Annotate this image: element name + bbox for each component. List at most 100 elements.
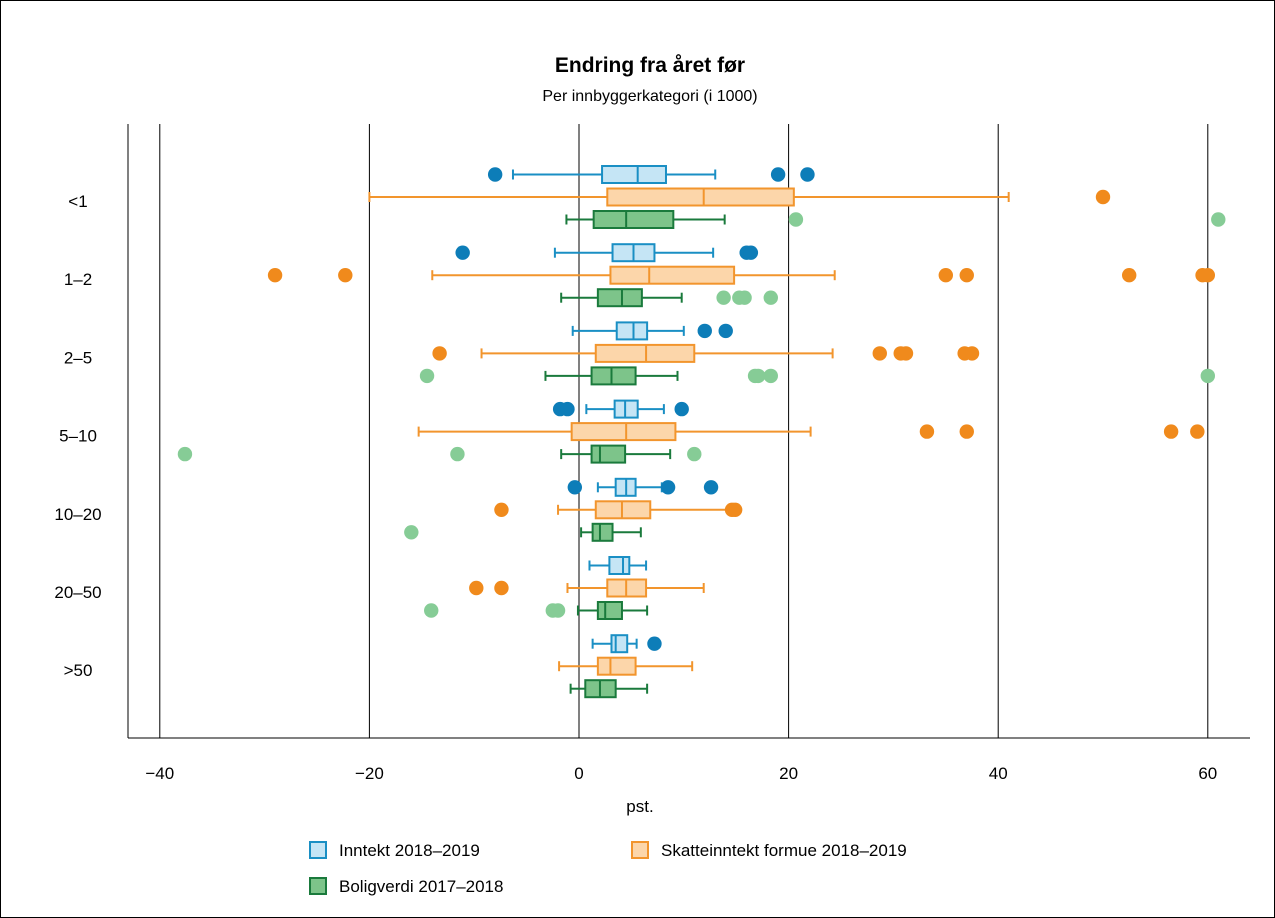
box-group: [588, 556, 648, 575]
box-group: [404, 522, 642, 542]
box-iqr: [594, 343, 696, 363]
outlier-point: [1190, 424, 1205, 439]
x-axis-title: pst.: [626, 797, 653, 816]
outlier-point: [898, 346, 914, 361]
outlier-point: [432, 346, 447, 361]
box-iqr: [601, 165, 667, 184]
outlier-point: [1163, 424, 1179, 439]
outlier-point: [674, 401, 689, 417]
outlier-point: [338, 268, 353, 283]
outlier-point: [1122, 268, 1137, 283]
box-group: [177, 444, 702, 464]
box-group: [487, 165, 815, 184]
box-group: [560, 288, 778, 308]
outlier-point: [959, 424, 974, 439]
box-iqr: [610, 634, 629, 654]
outlier-point: [718, 323, 733, 339]
box-iqr: [590, 444, 627, 464]
box-group: [455, 243, 759, 263]
box-group: [494, 500, 743, 520]
x-tick-label: 40: [989, 764, 1008, 783]
outlier-point: [727, 502, 743, 517]
outlier-point: [770, 167, 786, 182]
x-tick-label: 20: [779, 764, 798, 783]
outlier-point: [703, 480, 719, 495]
box-iqr: [594, 500, 652, 520]
y-category-label: 2–5: [64, 348, 92, 367]
box-iqr: [596, 288, 643, 308]
legend-label: Skatteinntekt formue 2018–2019: [661, 841, 907, 860]
y-category-label: 10–20: [54, 505, 101, 524]
outlier-point: [647, 636, 662, 651]
legend-swatch: [309, 841, 327, 859]
legend-label: Boligverdi 2017–2018: [339, 877, 503, 896]
outlier-point: [959, 268, 974, 283]
box-iqr: [590, 366, 637, 386]
outlier-point: [567, 480, 583, 495]
chart-subtitle: Per innbyggerkategori (i 1000): [542, 88, 757, 105]
outlier-point: [800, 167, 815, 182]
legend-label: Inntekt 2018–2019: [339, 841, 480, 860]
box-group: [569, 679, 649, 699]
outlier-point: [687, 446, 702, 462]
outlier-point: [177, 446, 193, 462]
outlier-point: [872, 346, 887, 361]
legend-swatch: [631, 841, 649, 859]
outlier-point: [763, 290, 778, 305]
y-category-label: <1: [68, 192, 87, 211]
outlier-point: [964, 346, 980, 361]
box-group: [417, 422, 1205, 442]
box-iqr: [596, 656, 637, 676]
outlier-point: [751, 368, 766, 384]
y-category-label: 20–50: [54, 583, 101, 602]
box-group: [567, 477, 719, 497]
box-group: [469, 578, 705, 598]
box-group: [571, 321, 733, 341]
chart-title: Endring fra året før: [555, 54, 745, 77]
outlier-point: [487, 167, 503, 182]
box-group: [419, 366, 1216, 386]
outlier-point: [1200, 368, 1216, 384]
outlier-point: [267, 268, 283, 283]
box-iqr: [613, 399, 639, 419]
y-category-label: 5–10: [59, 427, 97, 446]
box-group: [591, 634, 662, 654]
box-group: [368, 187, 1111, 207]
box-iqr: [606, 187, 795, 207]
box-iqr: [596, 601, 623, 620]
y-tick-labels: <1 1–2 2–5 5–10 10–20 20–50 >50: [54, 192, 101, 680]
box-group: [424, 601, 649, 620]
boxplots: [177, 165, 1226, 699]
outlier-point: [660, 480, 676, 495]
box-iqr: [615, 321, 649, 341]
outlier-point: [1095, 189, 1111, 205]
x-tick-label: 60: [1198, 764, 1217, 783]
box-iqr: [570, 422, 677, 442]
legend: Inntekt 2018–2019 Skatteinntekt formue 20…: [309, 841, 907, 896]
box-group: [267, 265, 1216, 285]
outlier-point: [938, 268, 953, 283]
box-iqr: [591, 522, 614, 542]
outlier-point: [424, 603, 439, 618]
outlier-point: [737, 290, 752, 305]
y-category-label: 1–2: [64, 270, 92, 289]
outlier-point: [763, 368, 778, 384]
outlier-point: [550, 603, 566, 618]
box-iqr: [609, 265, 736, 285]
outlier-point: [455, 245, 470, 260]
outlier-point: [919, 424, 935, 439]
outlier-point: [697, 323, 712, 339]
box-group: [552, 399, 689, 419]
x-tick-labels: −40 −20 0 20 40 60: [145, 764, 1217, 783]
outlier-point: [419, 368, 435, 384]
box-group: [432, 343, 980, 363]
y-category-label: >50: [64, 661, 93, 680]
outlier-point: [494, 580, 509, 596]
x-tick-label: −40: [145, 764, 174, 783]
outlier-point: [404, 525, 419, 540]
outlier-point: [494, 502, 509, 517]
outlier-point: [743, 245, 759, 260]
outlier-point: [560, 401, 575, 417]
outlier-point: [469, 580, 484, 596]
